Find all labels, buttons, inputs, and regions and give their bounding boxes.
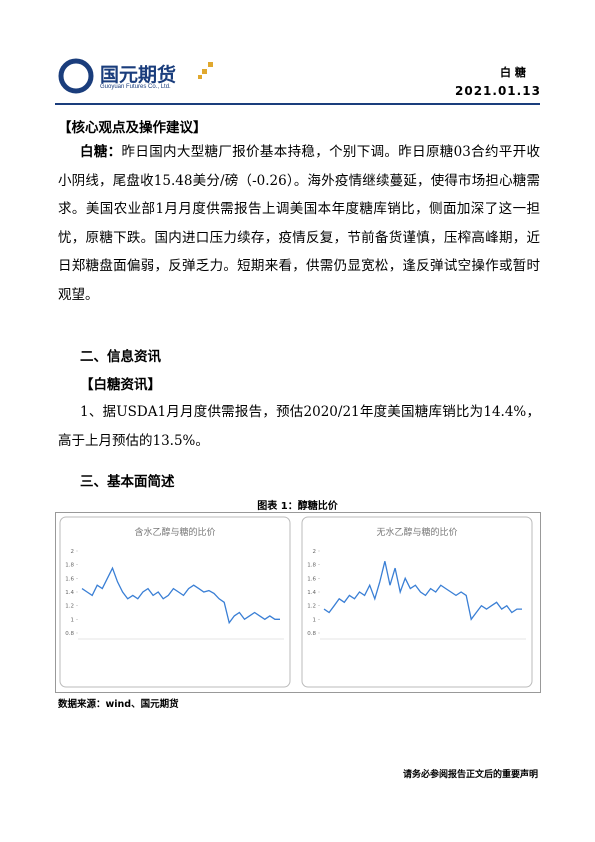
y-tick-label: 1.8 [307,563,316,569]
date: 2021.01.13 [455,84,541,98]
core-heading: 【核心观点及操作建议】 [58,120,207,136]
y-tick-label: 0.8 [307,631,316,637]
figure-caption: 图表 1：醇糖比价 [257,501,338,512]
figure-frame [55,512,541,693]
chart: 无水乙醇与糖的比价 2 1.8 1.6 1.4 1.2 1 0.8 [301,516,533,688]
y-tick-label: 1.6 [307,576,316,582]
info-paragraph: 1、据USDA1月月度供需报告，预估2020/21年度美国糖库销比为14.4%，… [58,404,540,449]
logo-cn: 国元期货 [100,64,177,86]
header-rule [55,103,540,105]
y-tick-label: 2 [71,549,75,555]
y-tick-label: 1.8 [65,563,74,569]
chart-title: 含水乙醇与糖的比价 [134,526,215,538]
core-text: 昨日国内大型糖厂报价基本持稳，个别下调。昨日原糖03合约平开收小阴线，尾盘收15… [58,144,540,303]
category: 白 糖 [500,66,526,79]
fund-heading: 三、基本面简述 [80,474,175,490]
info-subheading: 【白糖资讯】 [80,377,161,393]
logo-deco [198,62,213,79]
logo-icon [58,58,94,94]
info-heading: 二、信息资讯 [80,349,161,365]
y-tick-label: 1 [313,617,317,623]
y-tick-label: 1.4 [307,590,316,596]
y-tick-label: 1 [71,617,75,623]
y-tick-label: 1.6 [65,576,74,582]
footer: 请务必参阅报告正文后的重要声明 [402,770,538,780]
chart: 含水乙醇与糖的比价 2 1.8 1.6 1.4 1.2 1 0.8 [59,516,291,688]
y-tick-label: 2 [313,549,317,555]
core-paragraph: 白糖：昨日国内大型糖厂报价基本持稳，个别下调。昨日原糖03合约平开收小阴线，尾盘… [58,138,540,309]
y-tick-label: 0.8 [65,631,74,637]
chart-title: 无水乙醇与糖的比价 [376,526,457,538]
y-tick-label: 1.2 [65,604,74,610]
lead: 白糖： [80,144,122,160]
line [323,561,522,621]
source: 数据来源：wind、国元期货 [58,699,179,710]
y-tick-label: 1.4 [65,590,74,596]
chart-panel [59,516,291,688]
chart-panel [301,516,533,688]
logo-en: Guoyuan Futures Co., Ltd. [100,84,171,90]
y-tick-label: 1.2 [307,604,316,610]
line [81,566,280,625]
